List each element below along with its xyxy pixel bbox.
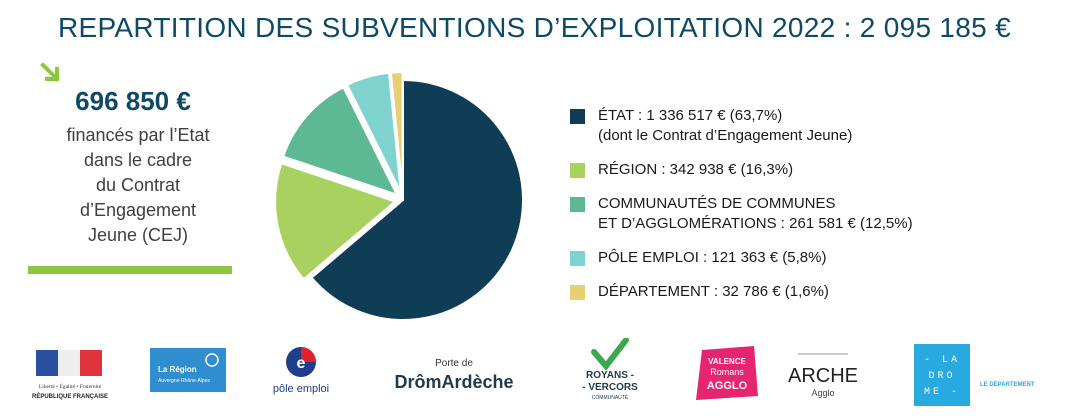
cej-description: financés par l’Etat dans le cadre du Con… [66,125,210,245]
legend-label: (dont le Contrat d’Engagement Jeune) [598,127,853,144]
pole-emploi-logo: e pôle emploi [273,347,329,395]
valence-line3: AGGLO [707,380,748,392]
drome-ardeche-name: DrômArdèche [394,372,513,392]
legend-item: ÉTAT : 1 336 517 € (63,7%) (dont le Contr… [570,106,913,146]
cej-callout: 696 850 € financés par l’Etat dans le ca… [28,62,238,248]
valence-line1: VALENCE [708,357,746,366]
republique-name: RÉPUBLIQUE FRANÇAISE [32,392,108,400]
legend-label: RÉGION : 342 938 € (16,3%) [598,161,794,178]
legend-label: ÉTAT : 1 336 517 € (63,7%) [598,107,783,124]
drome-ardeche-prefix: Porte de [435,358,473,369]
arche-agglo-logo: ARCHE Agglo [788,353,858,398]
arche-sub: Agglo [811,388,834,398]
drome-ardeche-logo: Porte de DrômArdèche [394,358,513,392]
pie-slice [389,71,404,193]
republique-francaise-logo: Liberté • Égalité • Fraternité RÉPUBLIQU… [32,350,108,400]
la-drome-line1: - LA [924,355,960,366]
legend-label: DÉPARTEMENT : 32 786 € (1,6%) [598,283,829,300]
region-name: La Région [158,365,197,374]
legend-swatch [570,109,585,124]
legend-swatch [570,197,585,212]
legend-item: PÔLE EMPLOI : 121 363 € (5,8%) [570,248,913,268]
pole-emploi-name: pôle emploi [273,383,329,395]
la-drome-line2: DRO [928,371,955,382]
region-aura-logo: La Région Auvergne-Rhône-Alpes [150,348,226,392]
valence-romans-agglo-logo: VALENCE Romans AGGLO [696,346,758,400]
legend-swatch [570,285,585,300]
region-subname: Auvergne-Rhône-Alpes [158,378,210,384]
pie-slice [310,78,524,321]
legend-label: COMMUNAUTÉS DE COMMUNES [598,195,836,212]
partner-logos: Liberté • Égalité • Fraternité RÉPUBLIQU… [0,338,1069,417]
royans-line3: COMMUNAUTÉ [592,394,629,401]
legend-swatch [570,251,585,266]
legend-swatch [570,163,585,178]
cej-amount: 696 850 € [75,86,191,116]
royans-vercors-logo: ROYANS - - VERCORS COMMUNAUTÉ [582,338,638,401]
pie-chart [274,71,524,321]
legend-item: RÉGION : 342 938 € (16,3%) [570,160,913,180]
pie-slice [345,71,402,193]
pie-slice [281,86,399,197]
svg-text:e: e [297,355,306,372]
chart-title: REPARTITION DES SUBVENTIONS D’EXPLOITATI… [58,12,1011,43]
legend-label: ET D’AGGLOMÉRATIONS : 261 581 € (12,5%) [598,215,913,232]
callout-underline [28,266,232,274]
republique-motto: Liberté • Égalité • Fraternité [39,382,102,390]
la-drome-side: LE DÉPARTEMENT [980,380,1035,388]
arche-name: ARCHE [788,365,858,387]
arrow-down-right-icon [40,62,60,82]
la-drome-departement-logo: - LA DRO ME - LE DÉPARTEMENT [914,344,1035,406]
royans-line1: ROYANS - [586,370,634,381]
chart-legend: ÉTAT : 1 336 517 € (63,7%) (dont le Contr… [570,106,913,316]
pie-slice [274,162,398,281]
valence-line2: Romans [710,367,744,377]
legend-item: DÉPARTEMENT : 32 786 € (1,6%) [570,282,913,302]
royans-line2: - VERCORS [582,382,638,393]
la-drome-line3: ME - [924,387,960,398]
legend-label: PÔLE EMPLOI : 121 363 € (5,8%) [598,249,827,266]
legend-item: COMMUNAUTÉS DE COMMUNES ET D’AGGLOMÉRATIO… [570,194,913,234]
